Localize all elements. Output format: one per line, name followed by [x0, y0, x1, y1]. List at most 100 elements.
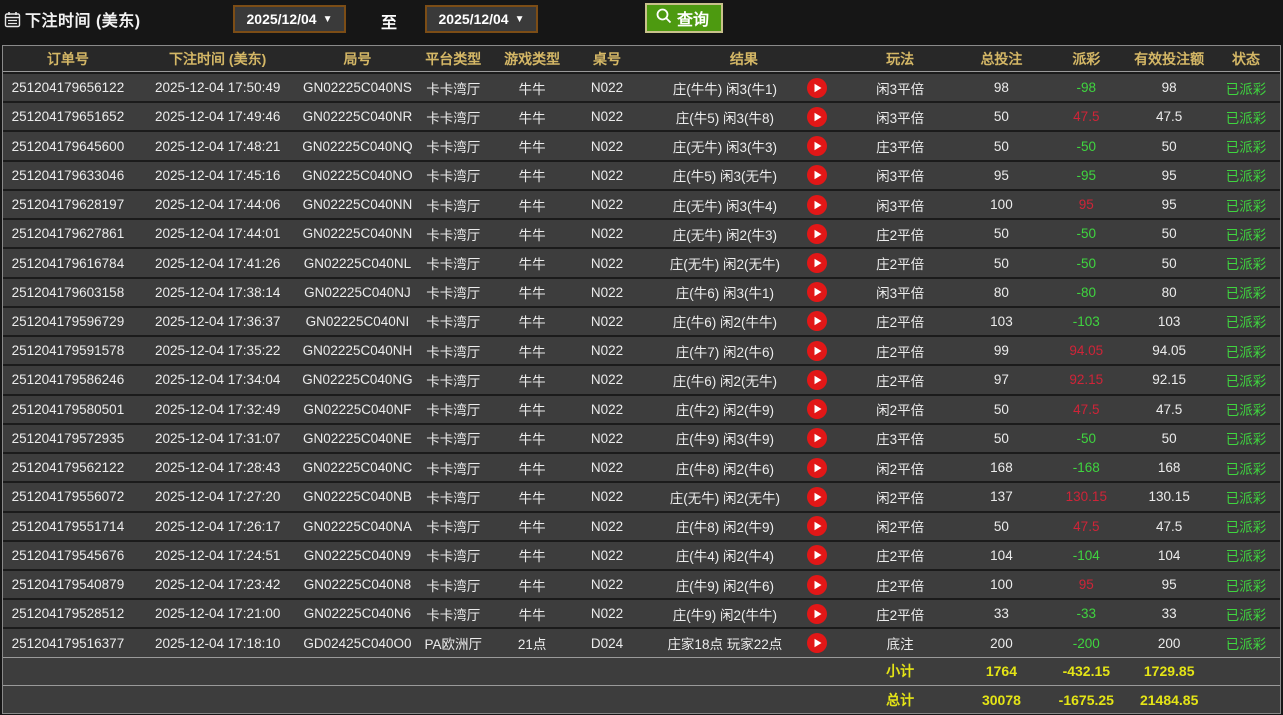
- bet-type-cell: 庄2平倍: [876, 257, 925, 273]
- table-row: 251204179586246 2025-12-04 17:34:04 GN02…: [3, 364, 1280, 394]
- table-no-cell: D024: [590, 635, 624, 651]
- result-text: 庄(牛6) 闲3(牛1): [675, 286, 774, 302]
- bet-time-cell: 2025-12-04 17:48:21: [154, 138, 281, 154]
- result-cell: 庄(牛7) 闲2(牛6): [644, 337, 844, 364]
- payout-cell: -200: [1072, 635, 1100, 651]
- payout-cell: -103: [1072, 313, 1100, 329]
- play-video-icon[interactable]: [806, 164, 828, 186]
- game-type-cell: 牛牛: [518, 198, 546, 214]
- round-id-cell: GN02225C040NR: [302, 109, 413, 125]
- play-video-icon[interactable]: [806, 632, 828, 654]
- play-video-icon[interactable]: [806, 77, 828, 99]
- bet-type-cell: 庄2平倍: [876, 344, 925, 360]
- play-video-icon[interactable]: [806, 281, 828, 303]
- result-cell: 庄(牛9) 闲2(牛牛): [644, 600, 844, 627]
- play-video-icon[interactable]: [806, 223, 828, 245]
- result-text: 庄(牛8) 闲2(牛9): [675, 520, 774, 536]
- valid-bet-cell: 200: [1157, 635, 1181, 651]
- result-cell: 庄(牛牛) 闲3(牛1): [644, 74, 844, 101]
- col-header-status: 状态: [1232, 50, 1261, 67]
- total-bet-cell: 50: [993, 518, 1009, 534]
- to-label: 至: [381, 15, 398, 32]
- platform-cell: 卡卡湾厅: [426, 227, 481, 243]
- result-cell: 庄(牛6) 闲3(牛1): [644, 279, 844, 306]
- query-button[interactable]: 查询: [645, 3, 724, 33]
- play-video-icon[interactable]: [806, 574, 828, 596]
- play-video-icon[interactable]: [806, 194, 828, 216]
- table-row: 251204179572935 2025-12-04 17:31:07 GN02…: [3, 422, 1280, 453]
- table-row: 251204179540879 2025-12-04 17:23:42 GN02…: [3, 568, 1280, 599]
- date-to-select[interactable]: 2025/12/04 ▼: [425, 5, 538, 33]
- table-row: 251204179633046 2025-12-04 17:45:16 GN02…: [3, 159, 1280, 189]
- platform-cell: 卡卡湾厅: [426, 286, 481, 302]
- bet-type-cell: 庄3平倍: [876, 432, 925, 448]
- game-type-cell: 牛牛: [518, 344, 546, 360]
- bet-time-cell: 2025-12-04 17:36:37: [154, 313, 281, 329]
- game-type-cell: 牛牛: [518, 227, 546, 243]
- status-badge: 已派彩: [1225, 315, 1267, 331]
- round-id-cell: GN02225C040NJ: [304, 284, 411, 300]
- order-number-cell: 251204179603158: [11, 284, 125, 300]
- play-video-icon[interactable]: [806, 310, 828, 332]
- play-video-icon[interactable]: [806, 457, 828, 479]
- table-no-cell: N022: [590, 197, 624, 213]
- table-row: 251204179627861 2025-12-04 17:44:01 GN02…: [3, 218, 1280, 248]
- subtotal-label: 小计: [886, 663, 915, 680]
- result-cell: 庄(牛9) 闲3(牛9): [644, 425, 844, 452]
- table-no-cell: N022: [590, 255, 624, 271]
- valid-bet-cell: 94.05: [1152, 343, 1187, 359]
- play-video-icon[interactable]: [806, 427, 828, 449]
- payout-cell: -98: [1076, 80, 1097, 96]
- bet-time-cell: 2025-12-04 17:44:01: [154, 226, 281, 242]
- order-number-cell: 251204179591578: [11, 343, 125, 359]
- bet-time-title-wrap: 下注时间 (美东): [4, 7, 141, 31]
- bet-time-cell: 2025-12-04 17:41:26: [154, 255, 281, 271]
- bet-type-cell: 闲2平倍: [876, 520, 925, 536]
- subtotal-payout: -432.15: [1062, 663, 1111, 680]
- play-video-icon[interactable]: [806, 544, 828, 566]
- bet-type-cell: 闲3平倍: [876, 169, 925, 185]
- result-cell: 庄(牛6) 闲2(牛牛): [644, 308, 844, 335]
- order-number-cell: 251204179545676: [11, 547, 125, 563]
- status-badge: 已派彩: [1225, 81, 1267, 97]
- payout-cell: 95: [1078, 197, 1094, 213]
- game-type-cell: 牛牛: [518, 257, 546, 273]
- total-bet-cell: 104: [990, 547, 1013, 563]
- play-video-icon[interactable]: [806, 252, 828, 274]
- status-badge: 已派彩: [1225, 110, 1267, 126]
- platform-cell: 卡卡湾厅: [426, 198, 481, 214]
- platform-cell: 卡卡湾厅: [426, 549, 481, 565]
- page-title: 下注时间 (美东): [25, 13, 141, 30]
- total-bet-cell: 50: [993, 255, 1009, 271]
- status-badge: 已派彩: [1225, 344, 1267, 360]
- game-type-cell: 牛牛: [518, 110, 546, 126]
- total-bet-cell: 97: [993, 372, 1009, 388]
- play-video-icon[interactable]: [806, 106, 828, 128]
- date-to-value: 2025/12/04: [438, 11, 509, 27]
- play-video-icon[interactable]: [806, 135, 828, 157]
- platform-cell: 卡卡湾厅: [426, 315, 481, 331]
- table-no-cell: N022: [590, 313, 624, 329]
- play-video-icon[interactable]: [806, 340, 828, 362]
- play-video-icon[interactable]: [806, 486, 828, 508]
- round-id-cell: GN02225C040NN: [302, 197, 413, 213]
- play-video-icon[interactable]: [806, 369, 828, 391]
- platform-cell: 卡卡湾厅: [426, 490, 481, 506]
- round-id-cell: GN02225C040NC: [302, 460, 413, 476]
- bet-type-cell: 闲3平倍: [876, 81, 925, 97]
- play-video-icon[interactable]: [806, 398, 828, 420]
- result-text: 庄(牛7) 闲2(牛6): [675, 344, 774, 360]
- valid-bet-cell: 50: [1161, 255, 1177, 271]
- round-id-cell: GN02225C040NG: [302, 372, 413, 388]
- play-video-icon[interactable]: [806, 603, 828, 625]
- table-no-cell: N022: [590, 518, 624, 534]
- round-id-cell: GN02225C040N6: [303, 606, 412, 622]
- platform-cell: 卡卡湾厅: [426, 140, 481, 156]
- date-from-select[interactable]: 2025/12/04 ▼: [233, 5, 346, 33]
- col-header-bet-type: 玩法: [886, 50, 915, 67]
- bet-time-cell: 2025-12-04 17:50:49: [154, 80, 281, 96]
- status-badge: 已派彩: [1225, 637, 1267, 653]
- bet-type-cell: 庄2平倍: [876, 315, 925, 331]
- order-number-cell: 251204179616784: [11, 255, 125, 271]
- play-video-icon[interactable]: [806, 515, 828, 537]
